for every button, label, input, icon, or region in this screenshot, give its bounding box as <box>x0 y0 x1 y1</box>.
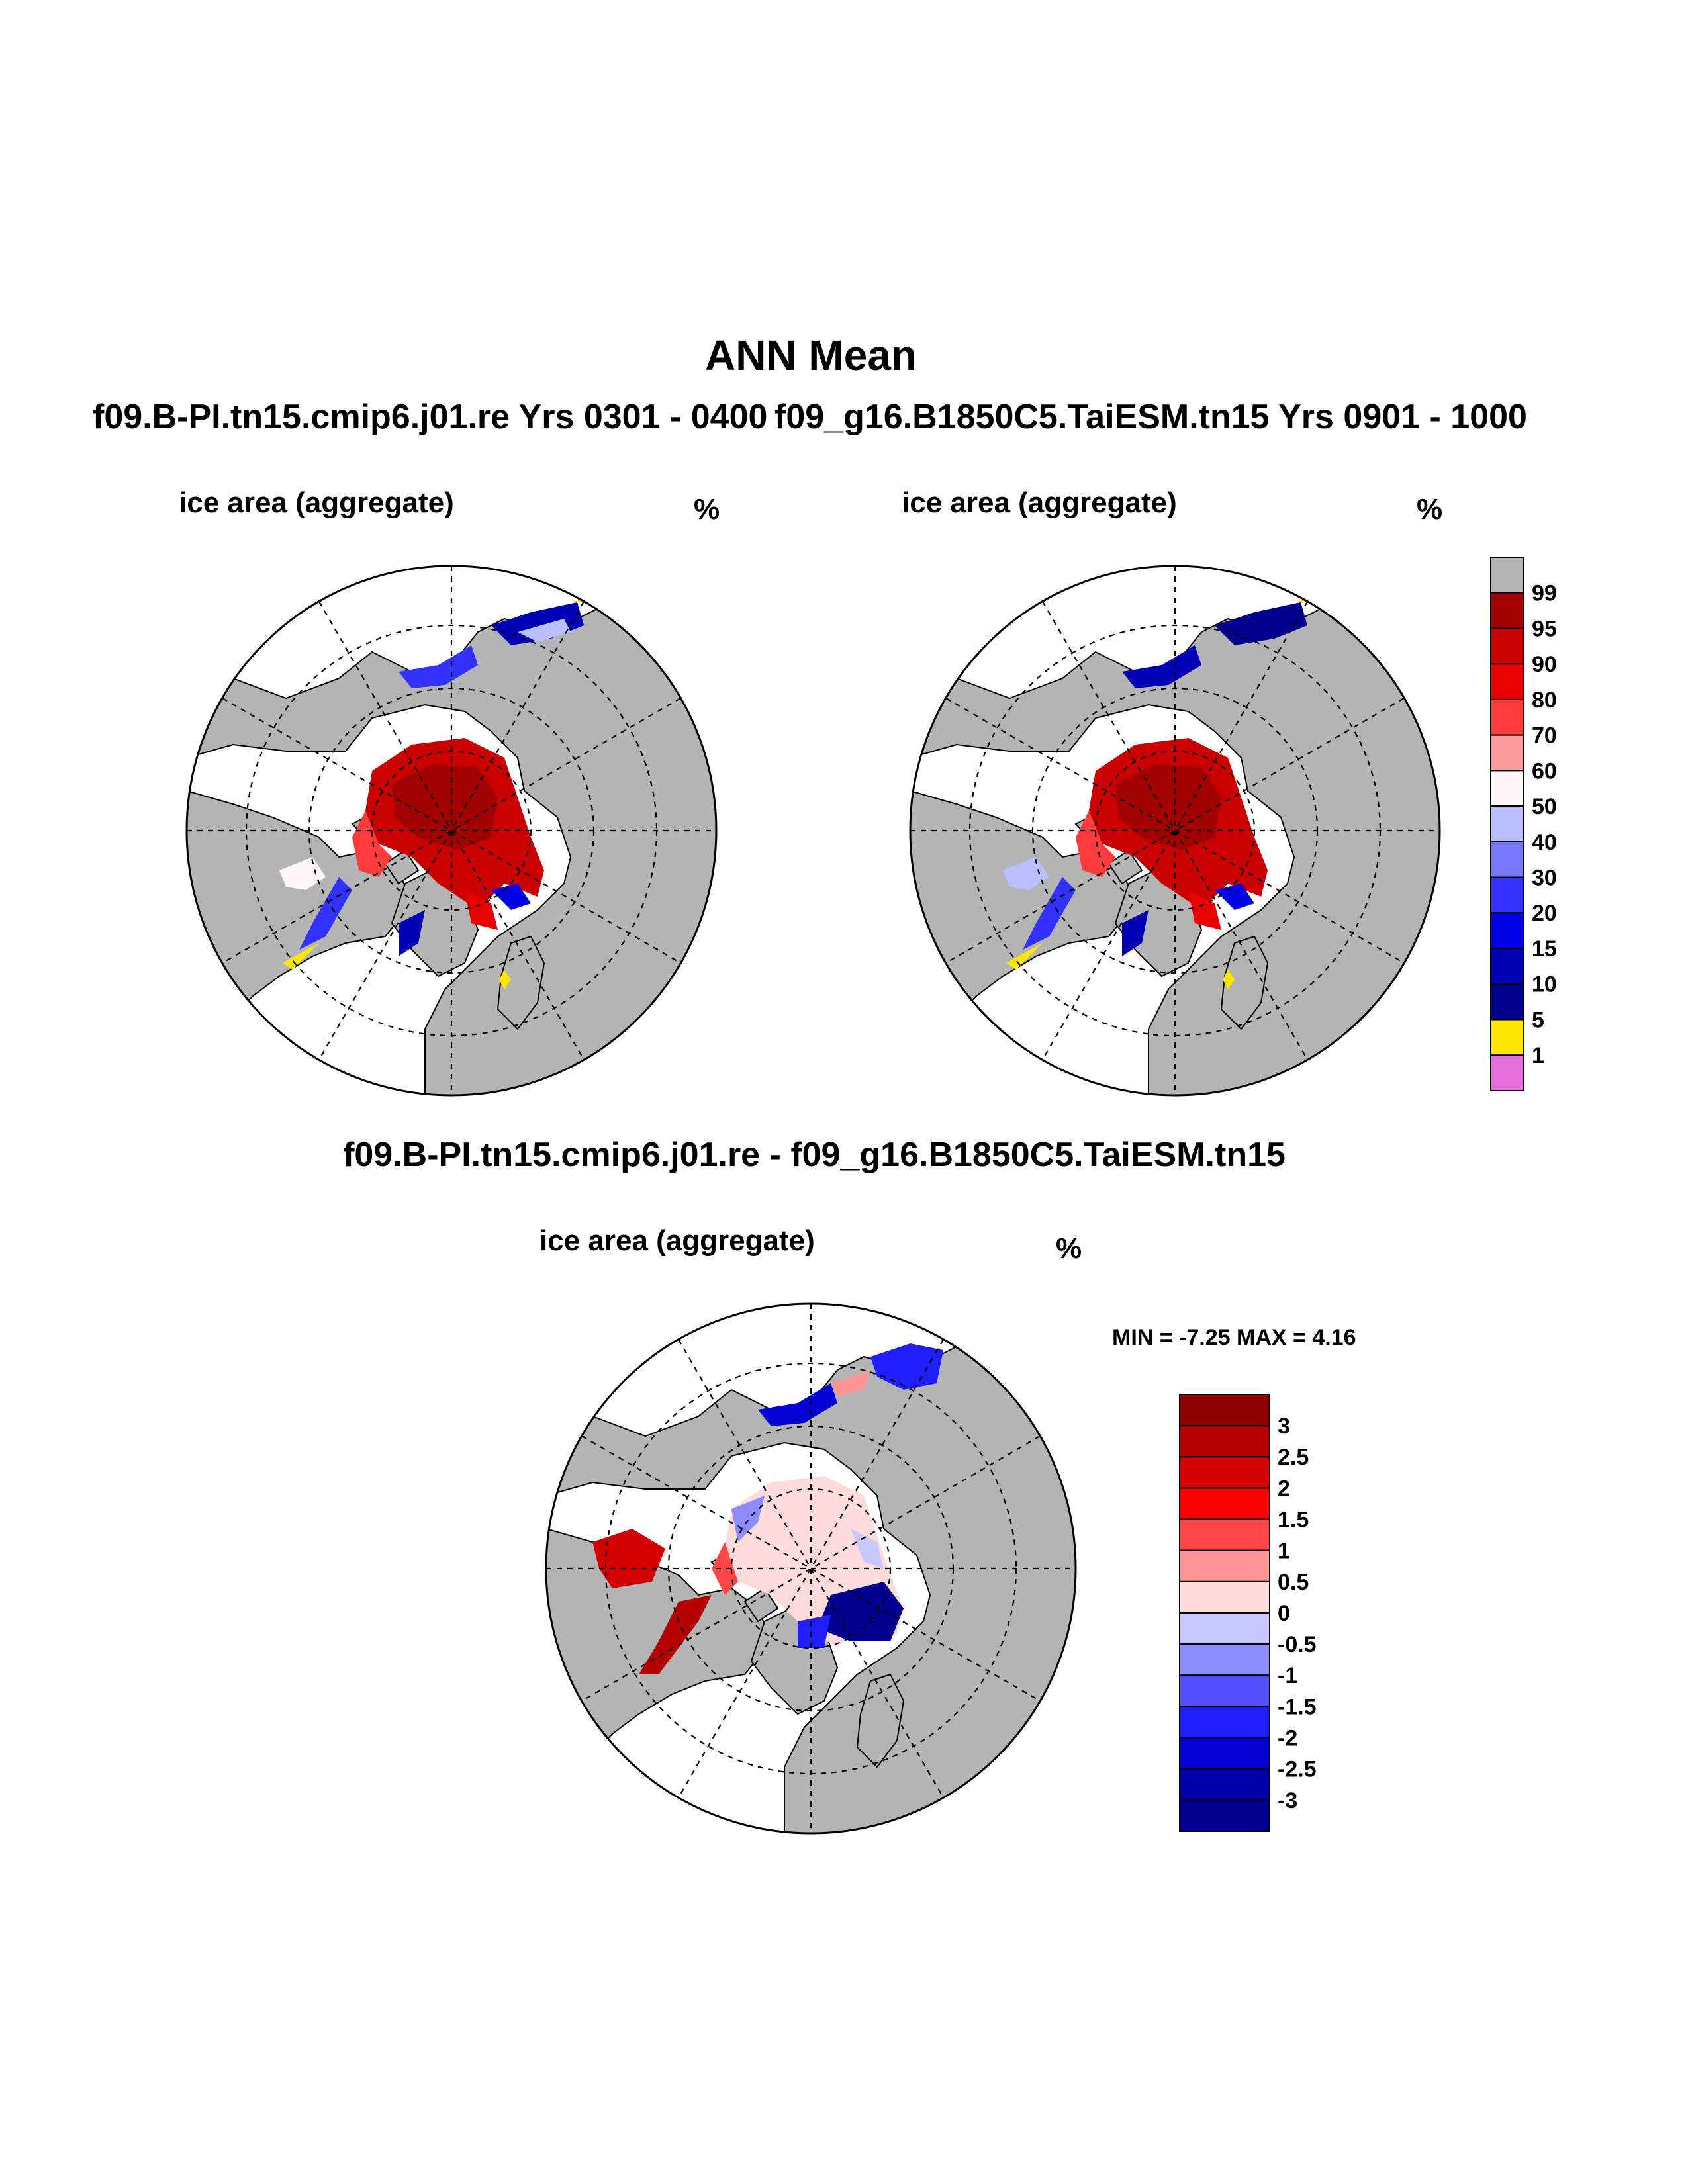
colorbar-absolute-swatch <box>1490 770 1524 807</box>
colorbar-absolute-swatch <box>1490 698 1524 736</box>
colorbar-absolute-swatch <box>1490 983 1524 1021</box>
diff-min-max: MIN = -7.25 MAX = 4.16 <box>1112 1325 1356 1350</box>
colorbar-difference-swatch <box>1179 1425 1270 1458</box>
colorbar-absolute-label: 40 <box>1532 830 1557 855</box>
colorbar-absolute-swatch <box>1490 1019 1524 1056</box>
colorbar-absolute-swatch <box>1490 557 1524 594</box>
left-polar-map <box>185 565 718 1097</box>
colorbar-absolute-label: 50 <box>1532 794 1557 819</box>
colorbar-difference-label: -2 <box>1278 1725 1297 1751</box>
colorbar-absolute-swatch <box>1490 663 1524 700</box>
colorbar-absolute-label: 20 <box>1532 901 1557 926</box>
colorbar-difference-swatch <box>1179 1580 1270 1614</box>
colorbar-difference-label: 0 <box>1278 1601 1290 1626</box>
colorbar-difference-swatch <box>1179 1518 1270 1551</box>
colorbar-difference-swatch <box>1179 1612 1270 1645</box>
colorbar-difference-swatch <box>1179 1799 1270 1832</box>
colorbar-absolute-label: 99 <box>1532 581 1557 606</box>
left-panel-header: f09.B-PI.tn15.cmip6.j01.re Yrs 0301 - 04… <box>93 398 768 436</box>
colorbar-difference-swatch <box>1179 1768 1270 1801</box>
colorbar-absolute-swatch <box>1490 592 1524 629</box>
colorbar-absolute-swatch <box>1490 805 1524 842</box>
colorbar-difference-label: 2 <box>1278 1476 1290 1501</box>
colorbar-absolute-swatch <box>1490 734 1524 772</box>
colorbar-absolute-swatch <box>1490 841 1524 878</box>
colorbar-difference-label: -0.5 <box>1278 1632 1317 1657</box>
colorbar-difference-swatch <box>1179 1643 1270 1676</box>
diff-panel-header: f09.B-PI.tn15.cmip6.j01.re - f09_g16.B18… <box>343 1136 1286 1174</box>
colorbar-difference-label: -1.5 <box>1278 1694 1317 1719</box>
colorbar-absolute: 99 95 90 80 70 60 50 40 30 20 15 10 5 1 <box>1490 557 1557 1091</box>
colorbar-absolute-label: 30 <box>1532 866 1557 891</box>
diff-variable-label: ice area (aggregate) <box>539 1224 815 1257</box>
colorbar-difference-label: 2.5 <box>1278 1445 1309 1470</box>
main-title: ANN Mean <box>704 332 917 379</box>
colorbar-difference-label: -2.5 <box>1278 1757 1317 1782</box>
colorbar-difference-label: -3 <box>1278 1788 1297 1813</box>
right-units-label: % <box>1417 493 1443 525</box>
diff-units-label: % <box>1056 1232 1082 1265</box>
colorbar-absolute-label: 10 <box>1532 972 1557 997</box>
colorbar-absolute-label: 1 <box>1532 1043 1544 1068</box>
colorbar-absolute-label: 60 <box>1532 758 1557 784</box>
colorbar-absolute-label: 5 <box>1532 1007 1544 1032</box>
colorbar-difference-label: 0.5 <box>1278 1570 1309 1595</box>
colorbar-absolute-label: 80 <box>1532 688 1557 713</box>
left-variable-label: ice area (aggregate) <box>179 486 454 519</box>
left-units-label: % <box>694 493 720 525</box>
right-variable-label: ice area (aggregate) <box>902 486 1177 519</box>
colorbar-absolute-label: 95 <box>1532 616 1557 641</box>
colorbar-difference-swatch <box>1179 1549 1270 1582</box>
colorbar-absolute-swatch <box>1490 1054 1524 1091</box>
colorbar-difference-label: 1 <box>1278 1539 1290 1564</box>
colorbar-difference-label: 1.5 <box>1278 1507 1309 1532</box>
colorbar-difference-swatch <box>1179 1394 1270 1427</box>
diff-polar-map <box>545 1302 1077 1835</box>
colorbar-difference: 3 2.5 2 1.5 1 0.5 0 -0.5 -1 -1.5 -2 -2.5 -3 <box>1179 1394 1317 1832</box>
colorbar-absolute-swatch <box>1490 948 1524 985</box>
colorbar-difference-swatch <box>1179 1737 1270 1770</box>
colorbar-difference-swatch <box>1179 1456 1270 1489</box>
colorbar-absolute-swatch <box>1490 912 1524 950</box>
colorbar-difference-label: 3 <box>1278 1414 1290 1439</box>
colorbar-difference-label: -1 <box>1278 1663 1297 1688</box>
colorbar-absolute-label: 70 <box>1532 723 1557 749</box>
colorbar-absolute-label: 15 <box>1532 936 1557 962</box>
colorbar-absolute-swatch <box>1490 627 1524 665</box>
colorbar-absolute-swatch <box>1490 876 1524 914</box>
colorbar-difference-swatch <box>1179 1674 1270 1707</box>
right-polar-map <box>909 565 1441 1097</box>
right-panel-header: f09_g16.B1850C5.TaiESM.tn15 Yrs 0901 - 1… <box>774 398 1527 436</box>
colorbar-absolute-label: 90 <box>1532 652 1557 677</box>
colorbar-difference-swatch <box>1179 1706 1270 1739</box>
colorbar-difference-swatch <box>1179 1487 1270 1520</box>
